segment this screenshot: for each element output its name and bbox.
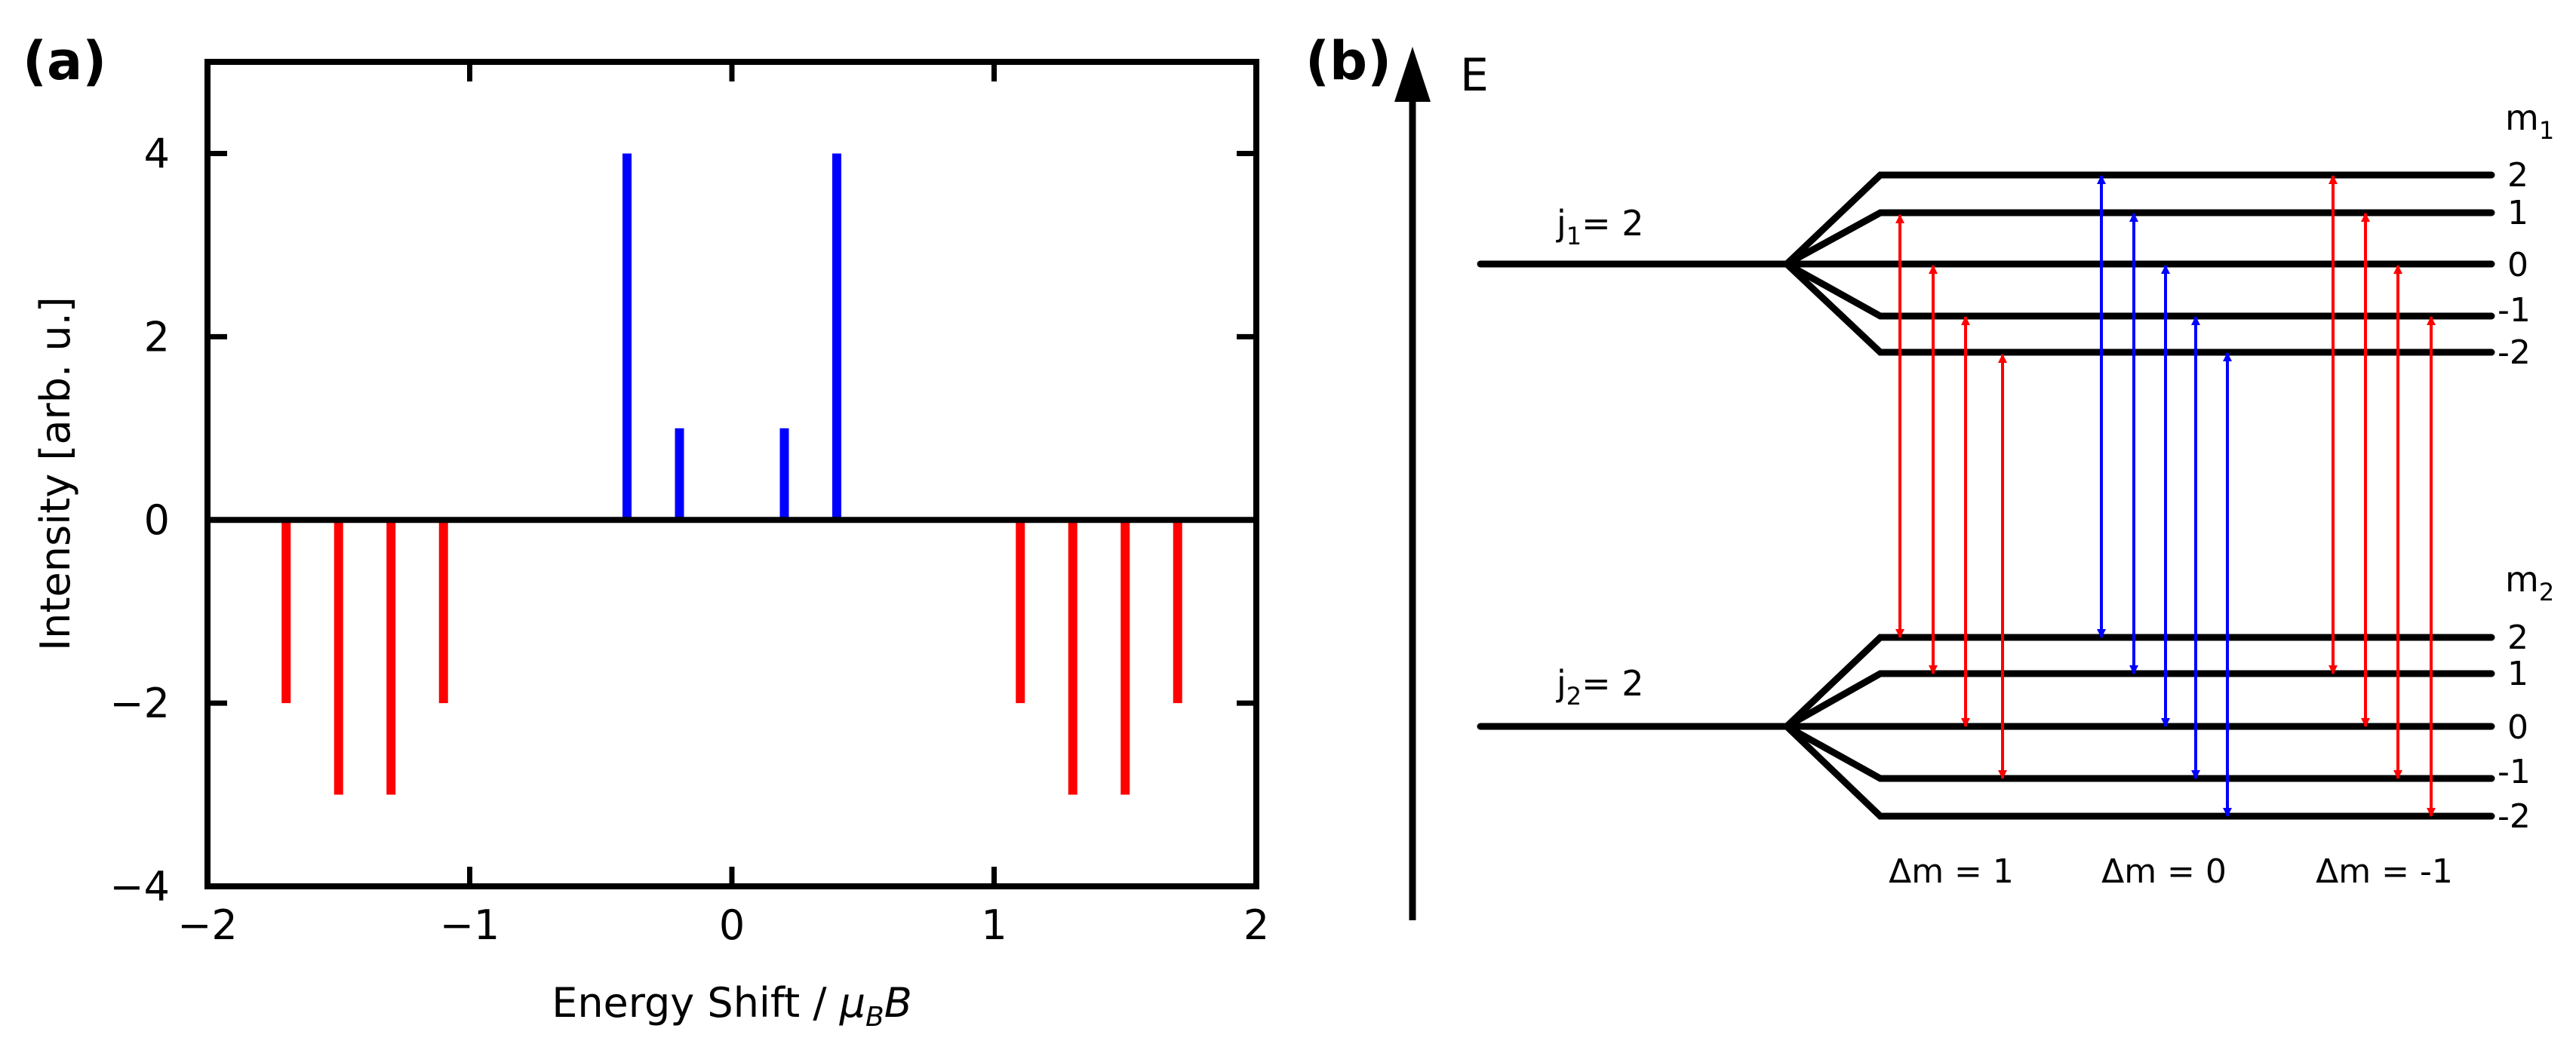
energy-level-diagram: E j1= 2 j2= 2 m1 (1394, 47, 2554, 920)
transition-group-dm-1 (2329, 175, 2436, 817)
transition-label-dm1: Δm = 1 (1889, 852, 2014, 891)
axis-ticks (204, 62, 1259, 889)
upper-m-value: 0 (2507, 246, 2528, 284)
y-tick-labels: −4 −2 0 2 4 (109, 130, 170, 910)
plot-frame (204, 59, 1259, 889)
lower-sublevel-m-1 (1783, 723, 2495, 782)
lower-m-value: 0 (2507, 708, 2528, 747)
upper-sublevel-m1 (1783, 209, 2495, 268)
lower-m-header: m2 (2505, 559, 2554, 606)
lower-level (1477, 634, 2495, 820)
energy-axis-arrowhead (1394, 47, 1431, 102)
x-tick-label: −1 (440, 901, 500, 949)
lower-m-value: -2 (2498, 797, 2531, 836)
x-tick-label: 1 (981, 901, 1007, 949)
x-tick-label: 2 (1243, 901, 1269, 949)
upper-m-value: -2 (2498, 333, 2531, 372)
transition-group-dm0 (2097, 175, 2232, 817)
panel-b-label: (b) (1305, 30, 1391, 92)
y-tick-label: −4 (109, 863, 170, 910)
lower-sublevel-m1 (1783, 670, 2495, 730)
upper-m-values: 2 1 0 -1 -2 (2498, 156, 2531, 372)
upper-m-value: 2 (2507, 156, 2528, 195)
upper-m-value: 1 (2507, 194, 2528, 232)
lower-sublevel-m-2 (1783, 723, 2495, 820)
x-axis-label: Energy Shift / μBB (552, 979, 912, 1033)
x-tick-label: −2 (177, 901, 238, 949)
bars (281, 153, 1182, 795)
upper-sublevel-m-2 (1783, 260, 2495, 356)
upper-sublevel-m-1 (1783, 260, 2495, 320)
lower-sublevel-m2 (1783, 634, 2495, 730)
y-tick-label: 2 (144, 313, 170, 361)
lower-m-value: -1 (2498, 753, 2531, 791)
upper-sublevel-m2 (1783, 171, 2495, 268)
upper-j-label: j1= 2 (1556, 203, 1644, 250)
panel-a-label: (a) (23, 30, 106, 92)
upper-level (1477, 171, 2495, 356)
transition-group-dm1 (1895, 214, 2007, 779)
lower-j-label: j2= 2 (1556, 663, 1644, 711)
upper-m-value: -1 (2498, 291, 2531, 330)
x-tick-label: 0 (719, 901, 745, 949)
transition-label-dm0: Δm = 0 (2101, 852, 2227, 891)
y-axis-label: Intensity [arb. u.] (32, 296, 79, 651)
energy-axis-label: E (1460, 49, 1489, 102)
y-tick-label: 0 (144, 496, 170, 544)
upper-m-header: m1 (2505, 97, 2554, 145)
lower-m-values: 2 1 0 -1 -2 (2498, 619, 2531, 836)
x-tick-labels: −2 −1 0 1 2 (177, 901, 1269, 949)
lower-m-value: 2 (2507, 619, 2528, 657)
y-tick-label: 4 (144, 130, 170, 177)
transition-label-dm-1: Δm = -1 (2316, 852, 2453, 891)
lower-m-value: 1 (2507, 655, 2528, 693)
y-tick-label: −2 (109, 680, 170, 727)
